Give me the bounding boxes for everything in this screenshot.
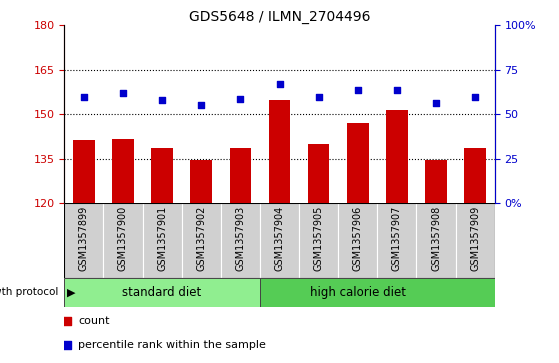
Bar (386, 110, 408, 203)
Bar (230, 148, 251, 203)
Point (314, 94, 323, 99)
Bar (73, 139, 94, 203)
Bar (64, 203, 103, 278)
Bar (425, 160, 447, 203)
Text: GSM1357909: GSM1357909 (470, 205, 480, 271)
Bar (103, 203, 143, 278)
Bar (299, 203, 338, 278)
Bar (269, 99, 290, 203)
Bar (347, 123, 368, 203)
Text: high calorie diet: high calorie diet (310, 286, 406, 299)
Point (158, 97, 167, 103)
Title: GDS5648 / ILMN_2704496: GDS5648 / ILMN_2704496 (189, 11, 370, 24)
Bar (260, 203, 299, 278)
Bar (221, 203, 260, 278)
Text: GSM1357899: GSM1357899 (79, 205, 89, 271)
Bar (456, 203, 495, 278)
Point (212, 32, 221, 38)
Text: standard diet: standard diet (122, 286, 202, 299)
Text: GSM1357906: GSM1357906 (353, 205, 363, 271)
Bar (182, 203, 221, 278)
Bar (260, 278, 495, 307)
Point (79, 94, 88, 99)
Bar (465, 148, 486, 203)
Point (212, 250, 221, 256)
Point (392, 87, 401, 93)
Text: GSM1357903: GSM1357903 (235, 205, 245, 271)
Point (236, 96, 245, 102)
Text: GSM1357901: GSM1357901 (157, 205, 167, 271)
Text: ▶: ▶ (67, 287, 75, 297)
Bar (151, 148, 173, 203)
Bar (338, 203, 377, 278)
Bar (416, 203, 456, 278)
Point (275, 81, 284, 87)
Bar (308, 144, 329, 203)
Bar (377, 203, 416, 278)
Text: growth protocol: growth protocol (0, 287, 59, 297)
Text: GSM1357902: GSM1357902 (196, 205, 206, 271)
Point (197, 102, 206, 108)
Text: GSM1357907: GSM1357907 (392, 205, 402, 271)
Text: percentile rank within the sample: percentile rank within the sample (78, 340, 267, 350)
Point (432, 100, 440, 106)
Bar (191, 160, 212, 203)
Text: GSM1357908: GSM1357908 (431, 205, 441, 271)
Point (119, 90, 127, 96)
Text: GSM1357904: GSM1357904 (274, 205, 285, 271)
Bar (143, 203, 182, 278)
Point (471, 94, 480, 100)
Text: count: count (78, 316, 110, 326)
Bar (112, 139, 134, 203)
Text: GSM1357905: GSM1357905 (314, 205, 324, 271)
Text: GSM1357900: GSM1357900 (118, 205, 128, 271)
Bar (64, 278, 260, 307)
Point (353, 87, 362, 93)
